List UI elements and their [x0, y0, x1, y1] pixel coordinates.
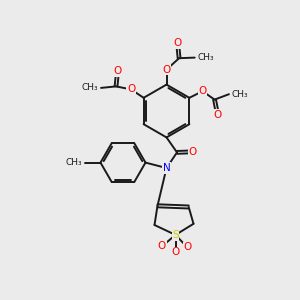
Text: CH₃: CH₃: [81, 83, 98, 92]
Text: O: O: [188, 147, 197, 157]
Text: CH₃: CH₃: [197, 53, 214, 62]
Text: S: S: [172, 230, 179, 240]
Text: O: O: [198, 86, 207, 96]
Text: O: O: [158, 241, 166, 251]
Text: O: O: [113, 66, 122, 76]
Text: N: N: [163, 163, 170, 173]
Text: O: O: [162, 64, 171, 75]
Text: CH₃: CH₃: [66, 158, 82, 167]
Text: CH₃: CH₃: [231, 90, 248, 99]
Text: O: O: [213, 110, 222, 120]
Text: O: O: [183, 242, 192, 253]
Text: O: O: [171, 247, 180, 257]
Text: O: O: [173, 38, 182, 48]
Text: O: O: [127, 84, 135, 94]
